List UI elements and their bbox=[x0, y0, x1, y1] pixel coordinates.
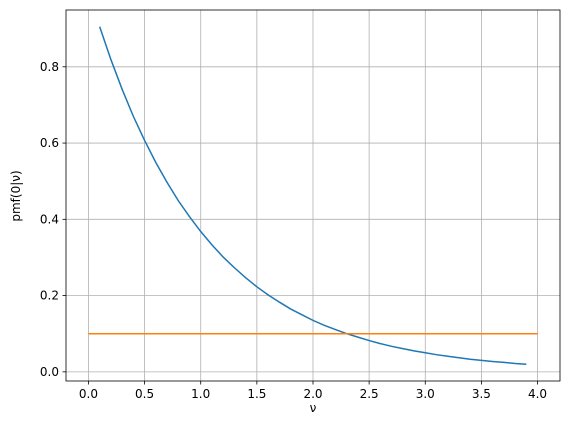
plot-frame bbox=[65, 9, 561, 382]
x-tick-label: 3.0 bbox=[416, 387, 435, 401]
x-tick-label: 0.0 bbox=[79, 387, 98, 401]
y-tick-label: 0.6 bbox=[40, 136, 59, 150]
x-tick-label: 3.5 bbox=[472, 387, 491, 401]
y-axis-label: pmf(0|ν) bbox=[9, 170, 23, 221]
x-tick-label: 2.0 bbox=[303, 387, 322, 401]
y-tick-label: 0.0 bbox=[40, 365, 59, 379]
y-tick-label: 0.4 bbox=[40, 212, 59, 226]
x-tick-label: 0.5 bbox=[135, 387, 154, 401]
line-series bbox=[98, 26, 527, 365]
y-tick-label: 0.8 bbox=[40, 60, 59, 74]
y-tick-label: 0.2 bbox=[40, 289, 59, 303]
x-axis-label: ν bbox=[310, 401, 317, 415]
x-tick-label: 1.0 bbox=[191, 387, 210, 401]
x-tick-label: 1.5 bbox=[247, 387, 266, 401]
x-tick-label: 2.5 bbox=[360, 387, 379, 401]
x-tick-label: 4.0 bbox=[528, 387, 547, 401]
